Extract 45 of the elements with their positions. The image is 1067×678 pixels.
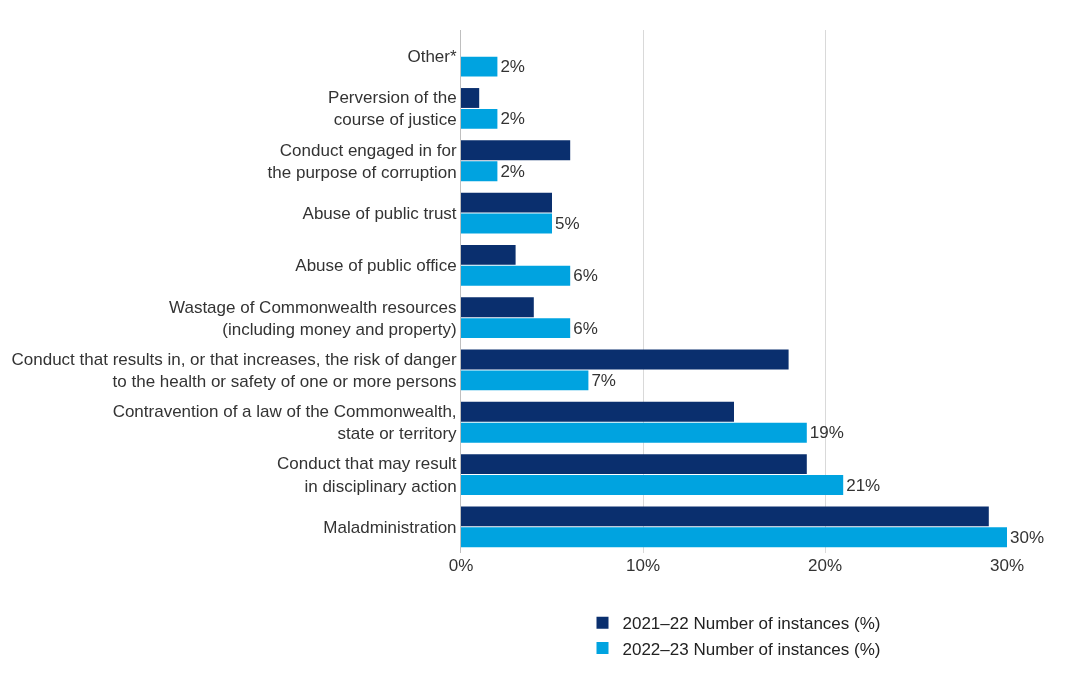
bar [461,140,571,161]
bar [461,422,807,443]
bar [461,297,534,318]
data-label: 19% [809,423,844,443]
legend-label: 2022–23 Number of instances (%) [622,639,881,659]
data-label: 30% [1010,527,1045,547]
x-tick-label: 0% [448,556,474,575]
bar [461,265,571,286]
y-tick-label: Contravention of a law of the Commonwealth, state or territory [112,402,458,444]
bar [461,161,498,182]
data-label: 2% [500,109,525,129]
legend-label: 2021–22 Number of instances (%) [622,614,881,634]
data-label: 2% [500,161,525,181]
bar [461,108,498,129]
bar [461,88,480,108]
y-tick-label: Maladministration [323,517,457,537]
bar [461,506,989,527]
data-label: 5% [555,214,580,234]
bar [461,370,589,391]
bar [461,349,789,370]
bar [461,475,844,495]
data-label: 6% [573,266,598,286]
bar [461,244,516,265]
bar [461,401,734,422]
y-tick-label: Abuse of public office [295,256,457,276]
y-tick-label: Abuse of public trust [302,204,457,223]
data-label: 6% [573,318,598,338]
x-tick-label: 20% [807,556,843,575]
y-tick-label: Conduct that results in, or that increases, the risk of danger to the health or safety of one or more persons [11,349,457,391]
bar [461,527,1007,548]
x-tick-label: 10% [625,556,661,575]
y-tick-label: Wastage of Commonwealth resources (including money and property) [169,297,457,339]
bar [461,213,552,234]
y-tick-label: Conduct engaged in for the purpose of corruption [267,140,457,182]
y-tick-label: Conduct that may result in disciplinary action [277,454,457,496]
y-tick-label: Perversion of the course of justice [328,88,457,130]
bar [461,454,807,475]
bar [461,318,571,339]
data-label: 21% [846,475,881,495]
x-tick-label: 30% [989,556,1025,575]
y-tick-label: Other* [407,47,457,67]
data-label: 7% [591,370,616,390]
bar [461,56,498,77]
data-label: 2% [500,57,525,77]
bar [461,192,552,213]
